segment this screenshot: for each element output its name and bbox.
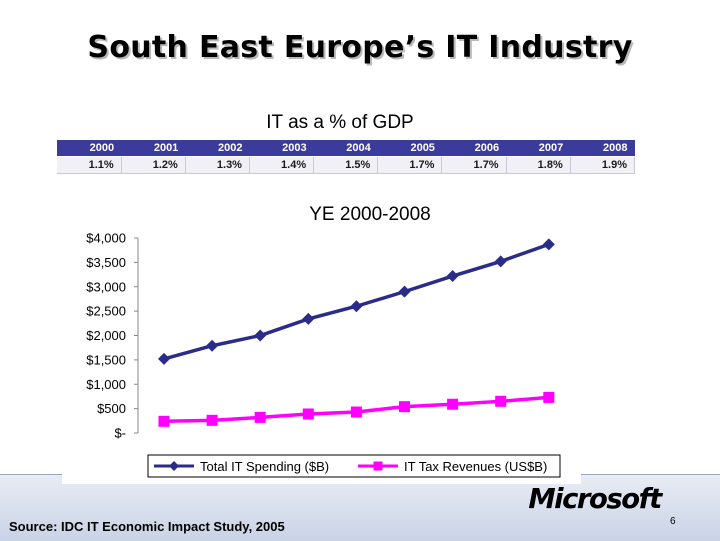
gdp-value-cell: 1.1% (57, 156, 122, 174)
slide-title: South East Europe’s IT Industry (87, 30, 633, 65)
data-point (543, 391, 555, 403)
y-tick-label: $3,000 (86, 279, 126, 294)
gdp-year-cell: 2008 (570, 140, 635, 157)
gdp-table-value-row: 1.1% 1.2% 1.3% 1.4% 1.5% 1.7% 1.7% 1.8% … (57, 156, 636, 174)
legend-marker (169, 461, 179, 471)
data-point (158, 352, 170, 365)
y-tick-label: $500 (97, 401, 126, 416)
gdp-year-cell: 2003 (249, 140, 314, 157)
legend-marker (373, 461, 383, 471)
data-point (254, 411, 266, 423)
gdp-year-cell: 2004 (313, 140, 378, 157)
data-point (495, 395, 507, 407)
data-point (206, 339, 219, 352)
y-tick-label: $2,500 (86, 304, 126, 319)
data-point (494, 255, 507, 268)
gdp-value-cell: 1.8% (506, 156, 571, 174)
data-point (350, 300, 363, 313)
chart-panel: $4,000 $3,500 $3,000 $2,500 $2,000 $1,500 $1,0… (62, 226, 581, 484)
gdp-year-cell: 2005 (377, 140, 442, 157)
data-point (302, 312, 315, 325)
gdp-year-cell: 2000 (57, 140, 122, 157)
gdp-table: 2000 2001 2002 2003 2004 2005 2006 2007 … (57, 140, 636, 174)
data-point (542, 238, 555, 251)
gdp-value-cell: 1.7% (377, 156, 443, 174)
y-tick-label: $3,500 (86, 255, 126, 270)
gdp-table-title: IT as a % of GDP (266, 112, 414, 133)
gdp-value-cell: 1.9% (570, 156, 636, 174)
data-point (302, 408, 314, 420)
y-tick-label: $1,000 (86, 377, 126, 392)
y-tick-label: $- (114, 426, 126, 441)
y-tick-label: $2,000 (86, 328, 126, 343)
gdp-year-cell: 2007 (506, 140, 571, 157)
line-chart: $4,000 $3,500 $3,000 $2,500 $2,000 $1,500 $1,0… (86, 231, 561, 478)
gdp-year-cell: 2006 (441, 140, 507, 157)
data-point (350, 406, 362, 418)
gdp-value-cell: 1.3% (185, 156, 250, 174)
data-point (206, 414, 218, 426)
source-note: Source: IDC IT Economic Impact Study, 20… (9, 519, 285, 534)
y-tick-label: $4,000 (86, 231, 126, 246)
gdp-value-cell: 1.2% (121, 156, 186, 174)
data-point (254, 329, 267, 342)
gdp-value-cell: 1.4% (249, 156, 315, 174)
data-point (447, 398, 459, 410)
data-point (446, 270, 459, 283)
gdp-value-cell: 1.5% (313, 156, 379, 174)
data-point (399, 401, 410, 413)
data-point (158, 415, 170, 427)
gdp-table-header-row: 2000 2001 2002 2003 2004 2005 2006 2007 … (57, 140, 635, 157)
gdp-year-cell: 2001 (121, 140, 186, 157)
y-tick-label: $1,500 (86, 352, 126, 367)
chart-title: YE 2000-2008 (309, 204, 431, 225)
microsoft-logo: Microsoft (528, 482, 662, 515)
legend-label: IT Tax Revenues (US$B) (404, 459, 547, 474)
gdp-value-cell: 1.7% (441, 156, 507, 174)
gdp-year-cell: 2002 (185, 140, 250, 157)
legend-box (147, 454, 561, 478)
page-number: 6 (670, 516, 676, 527)
legend-label: Total IT Spending ($B) (200, 459, 329, 474)
data-point (398, 285, 411, 298)
